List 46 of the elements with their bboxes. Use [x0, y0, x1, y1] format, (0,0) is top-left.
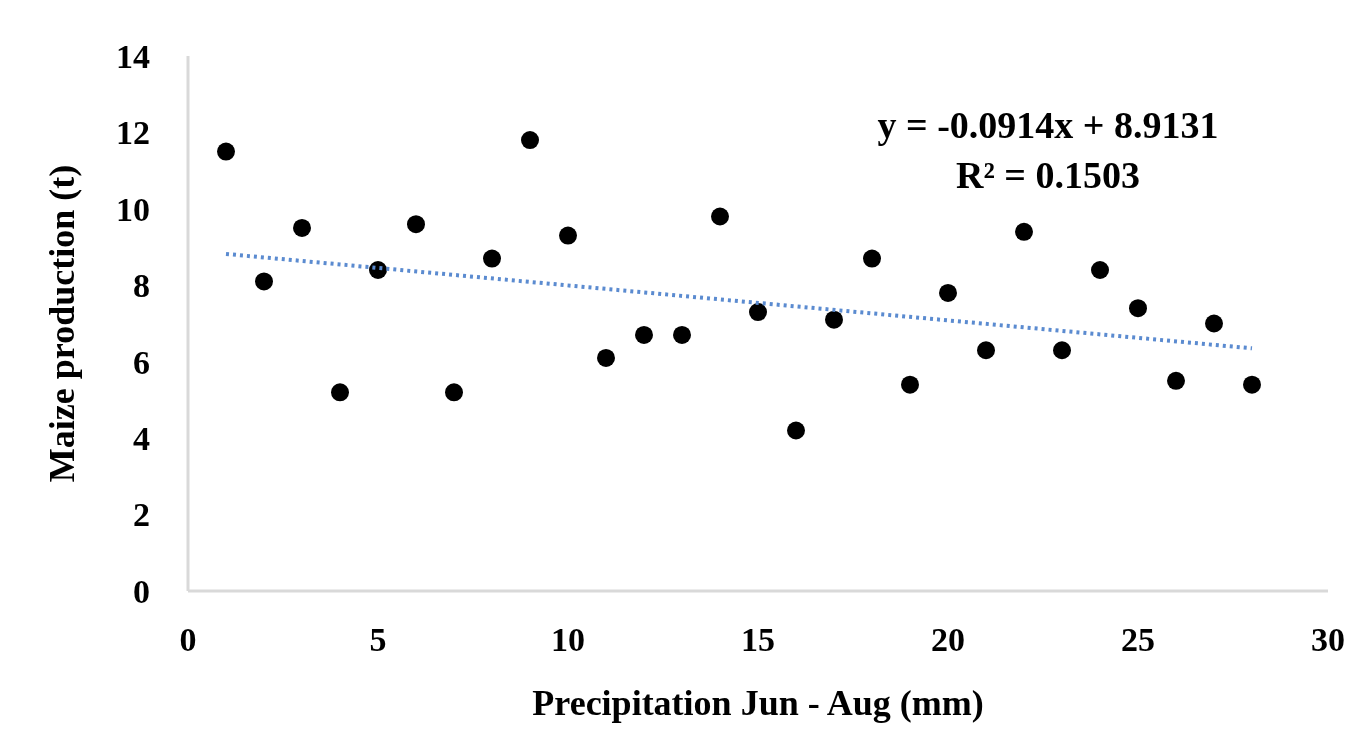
- annotation: y = -0.0914x + 8.9131: [877, 104, 1219, 146]
- y-tick-label: 4: [133, 420, 150, 458]
- point: [939, 283, 957, 302]
- y-axis-title: Maize production (t): [42, 164, 82, 483]
- x-tick-label: 20: [931, 621, 965, 658]
- x-tick-label: 30: [1311, 621, 1345, 658]
- point: [1205, 314, 1223, 333]
- point: [863, 249, 881, 268]
- point: [217, 142, 235, 161]
- x-tick-label: 15: [741, 621, 775, 658]
- point: [1053, 341, 1071, 360]
- point: [711, 207, 729, 226]
- point: [1167, 371, 1185, 390]
- point: [331, 383, 349, 402]
- point: [787, 421, 805, 440]
- x-axis-title: Precipitation Jun - Aug (mm): [532, 683, 984, 723]
- point: [483, 249, 501, 268]
- y-tick-label: 2: [133, 496, 150, 534]
- point: [1015, 222, 1033, 241]
- point: [255, 272, 273, 291]
- point: [445, 383, 463, 402]
- point: [901, 375, 919, 394]
- y-tick-label: 8: [133, 267, 150, 305]
- point: [597, 348, 615, 367]
- point: [521, 131, 539, 150]
- y-tick-label: 12: [116, 114, 150, 152]
- x-tick-label: 25: [1121, 621, 1155, 658]
- point: [559, 226, 577, 245]
- y-tick-label: 10: [116, 190, 150, 228]
- x-tick-label: 5: [369, 621, 387, 658]
- point: [749, 303, 767, 322]
- point: [293, 218, 311, 237]
- point: [1129, 299, 1147, 318]
- y-tick-label: 14: [116, 37, 150, 75]
- point: [407, 215, 425, 234]
- y-tick-label: 6: [133, 343, 150, 381]
- point: [825, 310, 843, 329]
- point: [977, 341, 995, 360]
- point: [635, 325, 653, 344]
- point: [1243, 375, 1261, 394]
- y-tick-label: 0: [133, 572, 150, 610]
- x-tick-label: 0: [179, 621, 197, 658]
- point: [673, 325, 691, 344]
- point: [1091, 261, 1109, 279]
- annotation: R² = 0.1503: [956, 154, 1140, 196]
- x-tick-label: 10: [551, 621, 585, 658]
